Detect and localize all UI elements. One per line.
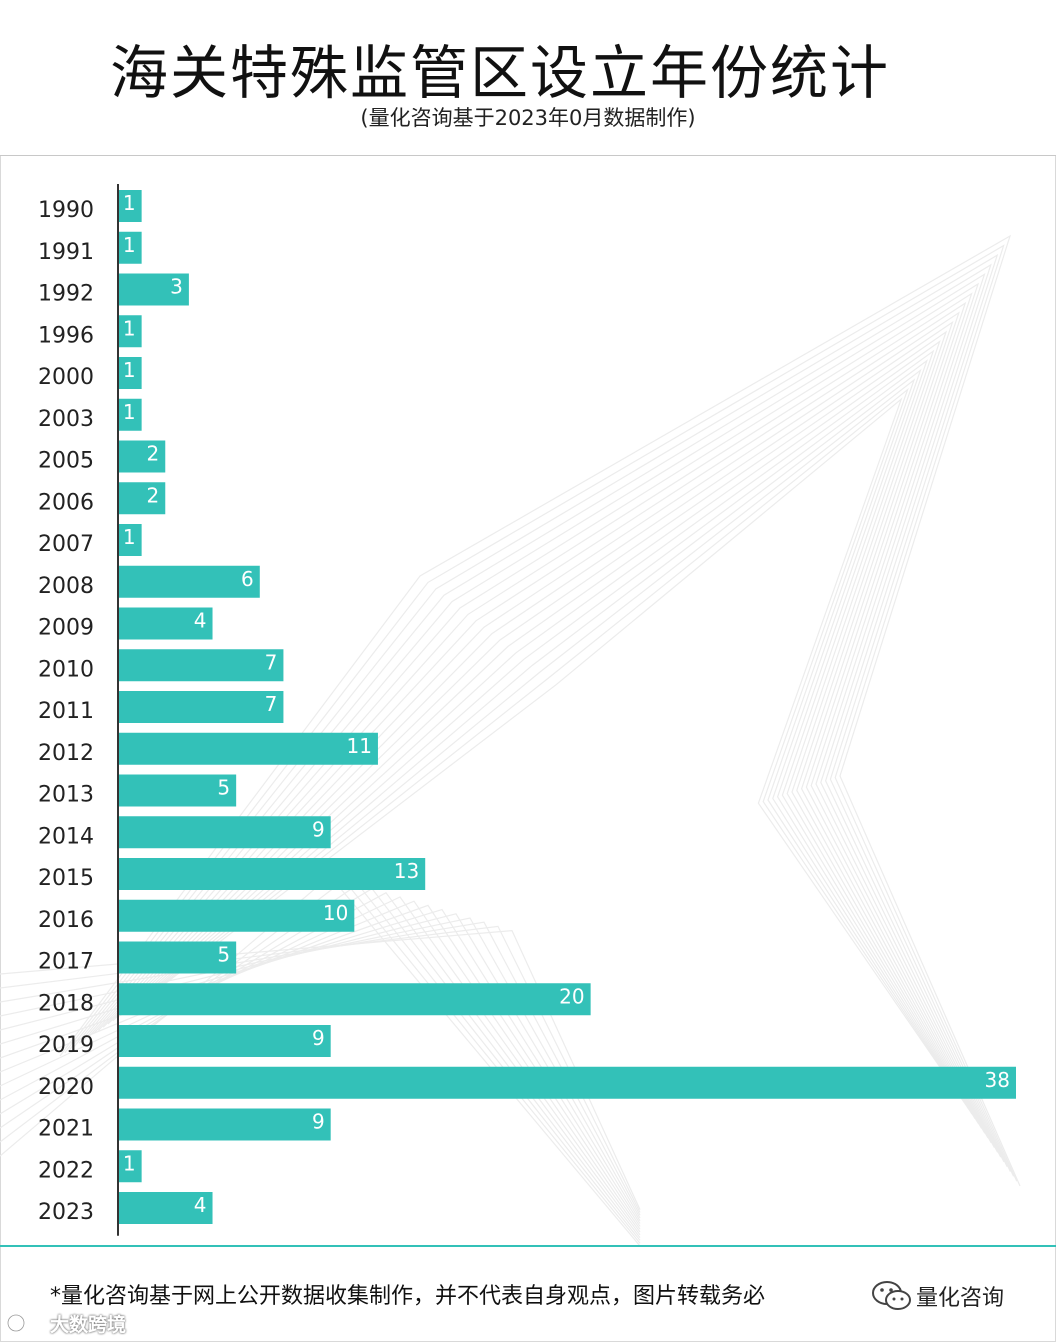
y-tick-label: 2023 — [38, 1200, 94, 1225]
bar-value-label: 4 — [194, 609, 207, 633]
bar-value-label: 38 — [985, 1068, 1010, 1092]
y-tick-label: 2015 — [38, 866, 94, 891]
bar-value-label: 10 — [323, 901, 348, 925]
source-watermark-text: 大数跨境 — [50, 1313, 127, 1336]
bar-value-label: 9 — [312, 817, 325, 841]
y-tick-label: 2018 — [38, 991, 94, 1016]
bar-value-label: 20 — [559, 984, 584, 1008]
bar-value-label: 13 — [394, 859, 419, 883]
bar-2013 — [118, 774, 237, 807]
bar-value-label: 1 — [123, 1151, 136, 1175]
bar-value-label: 5 — [217, 776, 230, 800]
y-tick-label: 2006 — [38, 490, 94, 515]
bar-value-label: 7 — [265, 692, 278, 716]
bar-2000 — [118, 357, 142, 389]
header: 海关特殊监管区设立年份统计 (量化咨询基于2023年0月数据制作) — [0, 0, 1056, 156]
bar-1996 — [118, 315, 142, 348]
bar-2006 — [118, 482, 166, 515]
source-logo-icon — [6, 1313, 45, 1333]
y-tick-label: 2000 — [38, 365, 94, 390]
y-tick-label: 1991 — [38, 240, 94, 265]
bar-value-label: 9 — [312, 1110, 325, 1134]
y-tick-label: 2021 — [38, 1117, 94, 1142]
bar-1990 — [118, 190, 142, 222]
y-tick-label: 2022 — [38, 1158, 94, 1183]
y-tick-label: 2011 — [38, 699, 94, 724]
bar-value-label: 7 — [265, 650, 278, 674]
y-tick-label: 2014 — [38, 824, 94, 849]
footer-disclaimer: *量化咨询基于网上公开数据收集制作，并不代表自身观点，图片转载务必 — [50, 1284, 766, 1309]
bar-1991 — [118, 231, 142, 264]
y-tick-label: 2003 — [38, 407, 94, 432]
bar-2020 — [118, 1066, 1016, 1099]
y-tick-label: 2020 — [38, 1075, 94, 1100]
bar-2011 — [118, 691, 284, 723]
y-tick-label: 2016 — [38, 908, 94, 933]
bar-2015 — [118, 858, 426, 890]
bar-value-label: 1 — [123, 316, 136, 340]
bar-2023 — [118, 1192, 213, 1224]
bar-value-label: 1 — [123, 233, 136, 257]
y-tick-label: 1996 — [38, 323, 94, 348]
y-tick-label: 2012 — [38, 741, 94, 766]
bar-value-label: 1 — [123, 358, 136, 382]
bar-2010 — [118, 649, 284, 682]
bar-value-label: 2 — [147, 483, 160, 507]
wechat-logo-icon — [872, 1281, 911, 1310]
bar-1992 — [118, 273, 189, 306]
bar-value-label: 1 — [123, 400, 136, 424]
y-tick-label: 2019 — [38, 1033, 94, 1058]
bar-value-label: 11 — [346, 734, 371, 758]
bar-value-label: 9 — [312, 1026, 325, 1050]
footer-divider — [0, 1245, 1056, 1247]
bar-value-label: 4 — [194, 1193, 207, 1217]
source-watermark: 大数跨境 — [6, 1308, 126, 1338]
y-tick-label: 2007 — [38, 532, 94, 557]
bar-2008 — [118, 565, 260, 598]
bar-2018 — [118, 983, 591, 1016]
bar-value-label: 6 — [241, 567, 254, 591]
bar-2022 — [118, 1150, 142, 1183]
y-tick-label: 2017 — [38, 950, 94, 975]
bar-2016 — [118, 899, 355, 932]
bar-2005 — [118, 440, 166, 473]
bar-2021 — [118, 1108, 331, 1141]
bar-value-label: 5 — [217, 943, 230, 967]
bar-2017 — [118, 941, 237, 974]
chart-title: 海关特殊监管区设立年份统计 — [109, 39, 890, 107]
bar-2003 — [118, 398, 142, 431]
y-tick-label: 2008 — [38, 574, 94, 599]
bar-2009 — [118, 607, 213, 640]
bar-value-label: 1 — [123, 525, 136, 549]
y-tick-label: 1990 — [38, 198, 94, 223]
bar-value-label: 3 — [170, 275, 183, 299]
bar-2007 — [118, 524, 142, 556]
bar-value-label: 2 — [147, 442, 160, 466]
y-tick-label: 2010 — [38, 657, 94, 682]
chart-subtitle: (量化咨询基于2023年0月数据制作) — [360, 106, 696, 130]
y-tick-label: 2005 — [38, 449, 94, 474]
y-tick-label: 2013 — [38, 783, 94, 808]
bar-2019 — [118, 1025, 331, 1057]
brand-name: 量化咨询 — [916, 1286, 1005, 1311]
chart-area: 1990 1 1991 1 1992 3 1996 1 2000 1 2003 1 2005 2 2006 2… — [0, 156, 1056, 1246]
bar-value-label: 1 — [123, 191, 136, 215]
bar-2014 — [118, 816, 331, 849]
bar-2012 — [118, 732, 378, 765]
y-tick-label: 1992 — [38, 282, 94, 307]
y-tick-label: 2009 — [38, 616, 94, 641]
